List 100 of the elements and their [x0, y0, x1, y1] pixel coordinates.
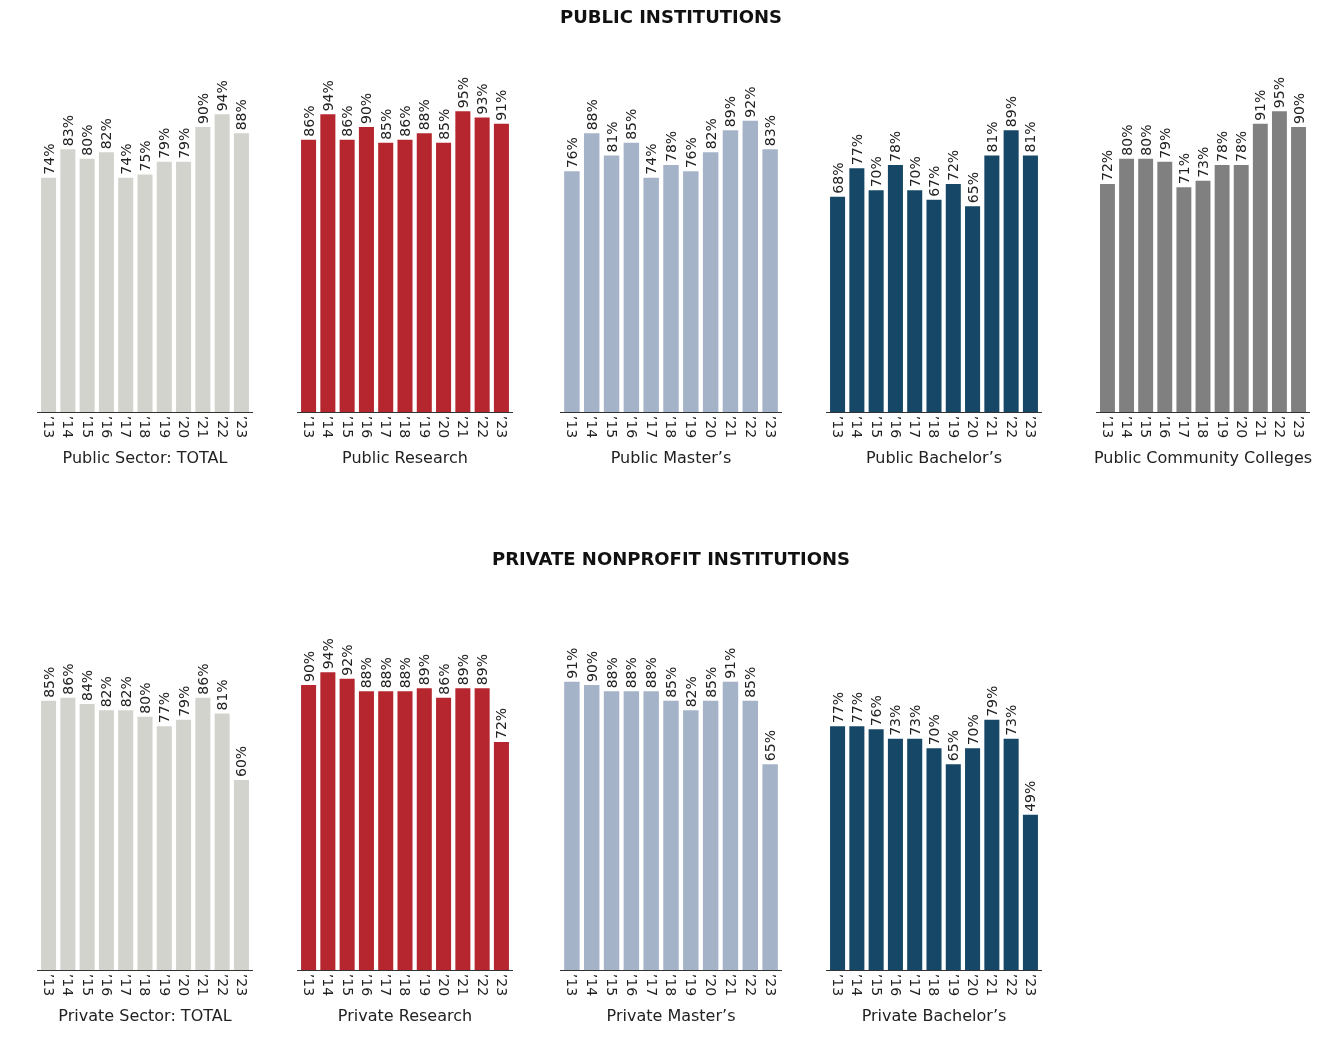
- x-tick-label: ’23: [233, 973, 250, 997]
- data-label: 90%: [358, 92, 375, 124]
- bar: [1100, 183, 1115, 412]
- data-label: 65%: [964, 172, 981, 204]
- bar: [1022, 155, 1038, 412]
- x-tick-label: ’18: [137, 973, 154, 997]
- data-label: 94%: [319, 638, 336, 670]
- x-tick-label: ’19: [945, 415, 962, 439]
- bar: [945, 183, 961, 412]
- x-tick-label: ’22: [1003, 415, 1020, 439]
- data-label: 81%: [214, 679, 231, 711]
- data-label: 88%: [603, 657, 620, 689]
- x-tick-label: ’14: [584, 415, 601, 439]
- data-label: 70%: [906, 156, 923, 188]
- bar: [683, 710, 699, 970]
- data-label: 89%: [416, 654, 433, 686]
- x-tick-label: ’14: [60, 415, 77, 439]
- data-label: 89%: [722, 96, 739, 128]
- x-tick-label: ’19: [156, 973, 173, 997]
- x-tick-label: ’13: [41, 973, 58, 997]
- data-label: 80%: [1137, 124, 1154, 156]
- x-tick-label: ’13: [830, 973, 847, 997]
- data-label: 88%: [643, 657, 660, 689]
- bar: [301, 684, 317, 970]
- bar: [965, 206, 981, 412]
- data-label: 72%: [1099, 149, 1116, 181]
- x-tick-label: ’15: [868, 415, 885, 439]
- data-label: 94%: [214, 80, 231, 112]
- bar: [378, 142, 394, 412]
- bar: [868, 729, 884, 970]
- x-tick-label: ’17: [118, 973, 135, 997]
- bar: [887, 738, 903, 970]
- x-axis-title: Public Sector: TOTAL: [62, 447, 228, 467]
- bar: [868, 190, 884, 412]
- data-label: 82%: [98, 118, 115, 150]
- bar: [1022, 814, 1038, 970]
- x-tick-label: ’20: [965, 973, 982, 997]
- data-label: 79%: [175, 127, 192, 159]
- bar: [926, 748, 942, 970]
- data-label: 65%: [945, 730, 962, 762]
- x-tick-label: ’22: [742, 415, 759, 439]
- bar: [137, 716, 153, 970]
- data-label: 86%: [194, 663, 211, 695]
- x-tick-label: ’19: [416, 973, 433, 997]
- bar: [702, 152, 719, 412]
- data-label: 80%: [137, 682, 153, 714]
- bar: [583, 133, 600, 412]
- bar: [436, 697, 452, 970]
- x-tick-label: ’22: [1003, 973, 1020, 997]
- x-tick-label: ’18: [663, 973, 680, 997]
- data-label: 92%: [742, 86, 759, 118]
- data-label: 88%: [233, 99, 250, 131]
- data-label: 86%: [59, 663, 76, 695]
- x-tick-label: ’18: [663, 415, 680, 439]
- data-label: 85%: [40, 666, 57, 698]
- x-tick-label: ’18: [397, 973, 414, 997]
- data-label: 89%: [1003, 96, 1020, 128]
- x-tick-label: ’17: [378, 415, 395, 439]
- x-tick-label: ’18: [1195, 415, 1212, 439]
- x-tick-label: ’13: [301, 973, 318, 997]
- bar: [702, 700, 719, 970]
- x-tick-label: ’15: [79, 973, 96, 997]
- data-label: 86%: [435, 663, 452, 695]
- data-label: 81%: [983, 121, 1000, 153]
- bar: [176, 719, 192, 970]
- bar: [1003, 738, 1019, 970]
- data-label: 91%: [722, 647, 739, 679]
- bar: [564, 171, 580, 412]
- x-tick-label: ’21: [1252, 415, 1269, 439]
- bar: [849, 726, 865, 970]
- x-tick-label: ’18: [137, 415, 154, 439]
- data-label: 74%: [643, 143, 660, 175]
- x-tick-label: ’14: [320, 415, 337, 439]
- data-label: 79%: [156, 127, 173, 159]
- data-label: 88%: [397, 657, 413, 689]
- bar: [320, 114, 336, 412]
- x-tick-label: ’19: [156, 415, 173, 439]
- x-tick-label: ’20: [703, 973, 720, 997]
- data-label: 73%: [1195, 146, 1211, 178]
- data-label: 72%: [945, 149, 962, 181]
- data-label: 83%: [59, 115, 76, 147]
- x-tick-label: ’20: [176, 973, 193, 997]
- data-label: 70%: [868, 156, 885, 188]
- data-label: 94%: [319, 80, 336, 112]
- bar: [984, 155, 1000, 412]
- data-label: 73%: [887, 704, 904, 736]
- x-tick-label: ’21: [455, 415, 472, 439]
- bar: [156, 161, 172, 412]
- data-label: 78%: [887, 130, 904, 162]
- data-label: 89%: [474, 654, 491, 686]
- data-label: 79%: [983, 685, 1000, 717]
- x-tick-label: ’19: [1214, 415, 1231, 439]
- x-tick-label: ’14: [849, 415, 866, 439]
- x-tick-label: ’16: [358, 973, 375, 997]
- data-label: 68%: [829, 162, 846, 194]
- bar: [79, 703, 95, 970]
- bar: [623, 691, 640, 970]
- bar: [118, 177, 134, 412]
- bar: [984, 719, 1000, 970]
- data-label: 85%: [377, 108, 394, 140]
